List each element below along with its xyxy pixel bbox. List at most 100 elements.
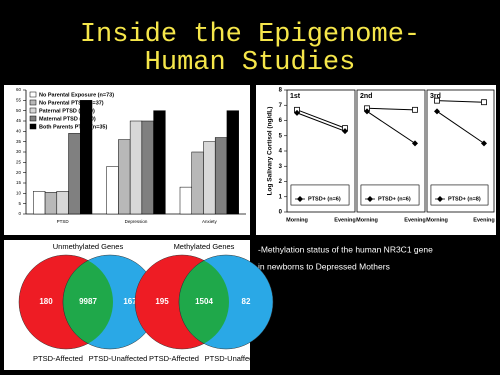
overlap bbox=[62, 255, 113, 349]
bar bbox=[106, 166, 119, 215]
marker bbox=[434, 97, 440, 104]
series-line bbox=[366, 107, 416, 111]
bar bbox=[56, 191, 69, 215]
legend-swatch bbox=[29, 99, 37, 106]
y-tick-label: 5 bbox=[18, 201, 21, 206]
caption: in newborns to Depressed Mothers bbox=[258, 261, 390, 271]
y-tick-label: 15 bbox=[16, 180, 22, 185]
x-tick-label: Evening bbox=[404, 217, 425, 223]
diagram-title: Methylated Genes bbox=[174, 242, 235, 251]
set-label: PTSD-Unaffected bbox=[89, 354, 148, 363]
legend-label: PTSD+ (n=6) bbox=[308, 196, 341, 202]
slide-title: Human Studies bbox=[145, 48, 356, 78]
legend-swatch bbox=[29, 115, 37, 122]
plot-frame bbox=[356, 89, 426, 213]
series-line bbox=[436, 100, 485, 103]
legend-label: PTSD+ (n=6) bbox=[378, 196, 411, 202]
legend-box bbox=[290, 184, 350, 206]
chart-panel bbox=[256, 85, 496, 235]
legend-marker bbox=[367, 196, 373, 202]
set-count: 195 bbox=[155, 297, 169, 306]
y-tick-label: 30 bbox=[16, 149, 22, 154]
bar bbox=[179, 186, 192, 215]
bar bbox=[33, 191, 46, 215]
x-tick-label: Evening bbox=[334, 217, 355, 223]
x-tick-label: Depression bbox=[125, 219, 148, 224]
diagram-title: Unmethylated Genes bbox=[53, 242, 124, 251]
y-tick-label: 0 bbox=[18, 211, 21, 216]
bar bbox=[226, 110, 239, 215]
y-tick-label: 8 bbox=[279, 88, 283, 94]
y-tick-label: 50 bbox=[16, 108, 22, 113]
panel-title: 2nd bbox=[360, 93, 372, 100]
set-label: PTSD-Affected bbox=[33, 354, 83, 363]
y-tick-label: 55 bbox=[16, 98, 22, 103]
bar bbox=[68, 133, 81, 215]
marker bbox=[434, 108, 440, 115]
bar bbox=[118, 139, 131, 215]
series-line bbox=[366, 110, 416, 144]
set-count: 167 bbox=[123, 297, 137, 306]
legend-label: PTSD+ (n=8) bbox=[448, 196, 481, 202]
bar bbox=[80, 100, 93, 215]
panel-title: 1st bbox=[290, 93, 301, 100]
bar bbox=[191, 151, 204, 215]
legend-label: Both Parents PTSD (n=35) bbox=[39, 124, 107, 130]
legend-box bbox=[360, 184, 420, 206]
legend-label: No Parental PTSD (n=37) bbox=[39, 100, 104, 106]
series-line bbox=[436, 110, 485, 144]
x-tick-label: Morning bbox=[426, 217, 448, 223]
y-tick-label: 35 bbox=[16, 139, 22, 144]
y-tick-label: 40 bbox=[16, 129, 22, 134]
set-count: 82 bbox=[242, 297, 251, 306]
marker bbox=[412, 140, 418, 147]
x-tick-label: Evening bbox=[473, 217, 494, 223]
legend-swatch bbox=[29, 107, 37, 114]
marker bbox=[294, 109, 300, 116]
marker bbox=[481, 99, 487, 106]
y-axis-label: Log Salivary Cortisol (ng/dL) bbox=[267, 107, 274, 196]
x-tick-label: Morning bbox=[286, 217, 308, 223]
slide-title: Inside the Epigenome- bbox=[80, 20, 420, 50]
legend-swatch bbox=[29, 91, 37, 98]
set-count: 9987 bbox=[79, 297, 97, 306]
y-tick-label: 20 bbox=[16, 170, 22, 175]
caption: -Methylation status of the human NR3C1 g… bbox=[258, 244, 433, 254]
x-tick-label: Morning bbox=[356, 217, 378, 223]
marker bbox=[481, 140, 487, 147]
legend-label: No Parental Exposure (n=73) bbox=[39, 92, 114, 98]
set-label: PTSD-Affected bbox=[149, 354, 199, 363]
y-tick-label: 10 bbox=[16, 191, 22, 196]
y-tick-label: 4 bbox=[279, 149, 283, 155]
y-tick-label: 0 bbox=[279, 210, 283, 216]
panel-title: 3rd bbox=[430, 93, 441, 100]
bar bbox=[44, 192, 58, 215]
series-line bbox=[296, 112, 346, 132]
plot-frame bbox=[426, 89, 495, 213]
y-tick-label: 60 bbox=[16, 87, 22, 92]
legend-label: Paternal PTSD (n=49) bbox=[39, 108, 95, 114]
legend-marker bbox=[437, 196, 443, 202]
y-tick-label: 1 bbox=[279, 194, 283, 200]
bar bbox=[141, 120, 154, 215]
y-tick-label: 7 bbox=[279, 103, 283, 109]
x-tick-label: PTSD bbox=[57, 219, 70, 224]
bar bbox=[203, 141, 216, 215]
x-tick-label: Anxiety bbox=[202, 219, 218, 224]
marker bbox=[342, 128, 348, 135]
series-line bbox=[296, 109, 346, 129]
marker bbox=[412, 106, 418, 113]
y-tick-label: 45 bbox=[16, 118, 22, 123]
y-tick-label: 25 bbox=[16, 160, 22, 165]
y-tick-label: 5 bbox=[279, 133, 283, 139]
bar bbox=[153, 110, 166, 215]
set-count: 1504 bbox=[195, 297, 213, 306]
legend-swatch bbox=[29, 123, 37, 130]
legend-marker bbox=[297, 196, 303, 202]
set-label: PTSD-Unaffected bbox=[205, 354, 264, 363]
y-tick-label: 3 bbox=[279, 164, 283, 170]
overlap bbox=[178, 255, 229, 349]
marker bbox=[364, 108, 370, 115]
y-tick-label: 2 bbox=[279, 179, 283, 185]
